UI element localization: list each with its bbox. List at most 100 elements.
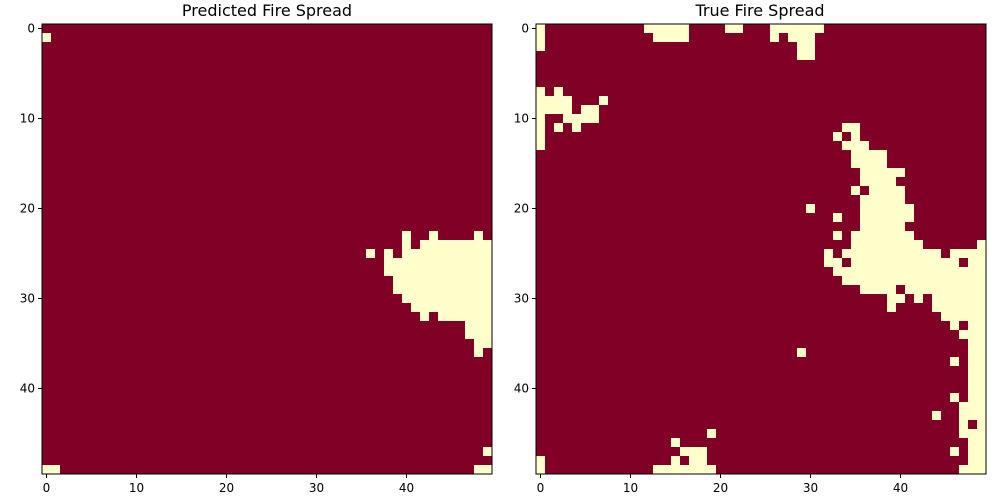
heatmap-cell [429, 267, 438, 276]
heatmap-cell [842, 249, 851, 258]
heatmap-cell [860, 150, 869, 159]
heatmap-cell [977, 420, 986, 429]
heatmap-cell [483, 330, 492, 339]
heatmap-cell [393, 276, 402, 285]
heatmap-cell [914, 294, 923, 303]
heatmap-cell [851, 267, 860, 276]
heatmap-cell [860, 285, 869, 294]
heatmap-cell [438, 303, 447, 312]
heatmap-cell [689, 447, 698, 456]
heatmap-cell [447, 267, 456, 276]
heatmap-cell [950, 312, 959, 321]
heatmap-cell [420, 303, 429, 312]
heatmap-cell [950, 447, 959, 456]
heatmap-cell [815, 24, 824, 33]
heatmap-cell [950, 258, 959, 267]
heatmap-cell [420, 249, 429, 258]
heatmap-cell [474, 330, 483, 339]
heatmap-cell [411, 249, 420, 258]
heatmap-cell [914, 249, 923, 258]
heatmap-cell [869, 231, 878, 240]
heatmap-cell [968, 402, 977, 411]
y-tick-label: 40 [20, 382, 35, 396]
heatmap-cell [465, 258, 474, 267]
heatmap-cell [959, 411, 968, 420]
heatmap-cell [653, 33, 662, 42]
true-axes-frame [535, 23, 987, 475]
heatmap-cell [932, 276, 941, 285]
heatmap-cell [833, 231, 842, 240]
predicted-heatmap-panel: Predicted Fire Spread 0 10 20 30 40 0 10 20 30 40 [20, 1, 493, 496]
heatmap-cell [905, 231, 914, 240]
heatmap-cell [860, 159, 869, 168]
heatmap-cell [438, 267, 447, 276]
heatmap-cell [662, 24, 671, 33]
heatmap-cell [393, 267, 402, 276]
heatmap-cell [572, 114, 581, 123]
heatmap-cell [851, 231, 860, 240]
heatmap-cell [860, 195, 869, 204]
heatmap-cell [402, 294, 411, 303]
heatmap-cell [483, 267, 492, 276]
heatmap-cell [869, 204, 878, 213]
true-cells [536, 24, 986, 474]
heatmap-cell [653, 24, 662, 33]
predicted-panel-title: Predicted Fire Spread [182, 1, 352, 20]
heatmap-cell [483, 285, 492, 294]
heatmap-cell [869, 177, 878, 186]
heatmap-cell [878, 240, 887, 249]
heatmap-cell [420, 276, 429, 285]
heatmap-cell [977, 321, 986, 330]
heatmap-cell [474, 312, 483, 321]
heatmap-cell [806, 204, 815, 213]
heatmap-cell [689, 456, 698, 465]
heatmap-cell [878, 186, 887, 195]
heatmap-cell [474, 267, 483, 276]
heatmap-cell [483, 339, 492, 348]
y-tick-label: 0 [27, 22, 35, 36]
heatmap-cell [878, 231, 887, 240]
heatmap-cell [465, 303, 474, 312]
heatmap-cell [797, 42, 806, 51]
heatmap-cell [536, 123, 545, 132]
heatmap-cell [968, 312, 977, 321]
heatmap-cell [869, 168, 878, 177]
heatmap-cell [680, 24, 689, 33]
heatmap-cell [707, 429, 716, 438]
heatmap-cell [402, 240, 411, 249]
heatmap-cell [429, 249, 438, 258]
heatmap-cell [950, 249, 959, 258]
heatmap-cell [878, 276, 887, 285]
heatmap-cell [932, 294, 941, 303]
heatmap-cell [932, 303, 941, 312]
heatmap-cell [429, 276, 438, 285]
heatmap-cell [896, 267, 905, 276]
heatmap-cell [851, 132, 860, 141]
heatmap-cell [536, 42, 545, 51]
heatmap-cell [878, 249, 887, 258]
heatmap-cell [905, 258, 914, 267]
x-tick-label: 10 [129, 481, 144, 495]
heatmap-cell [968, 357, 977, 366]
heatmap-cell [968, 339, 977, 348]
heatmap-cell [411, 267, 420, 276]
heatmap-cell [474, 339, 483, 348]
heatmap-cell [429, 231, 438, 240]
heatmap-cell [887, 285, 896, 294]
y-tick-label: 20 [514, 202, 529, 216]
heatmap-cell [959, 294, 968, 303]
heatmap-cell [483, 240, 492, 249]
heatmap-cell [420, 240, 429, 249]
heatmap-cell [851, 150, 860, 159]
heatmap-cell [878, 159, 887, 168]
heatmap-cell [860, 222, 869, 231]
heatmap-cell [483, 465, 492, 474]
heatmap-cell [590, 105, 599, 114]
heatmap-cell [977, 249, 986, 258]
heatmap-cell [788, 33, 797, 42]
heatmap-cell [851, 276, 860, 285]
heatmap-cell [896, 195, 905, 204]
heatmap-cell [536, 132, 545, 141]
predicted-axis-ticks: 0 10 20 30 40 0 10 20 30 40 [20, 22, 414, 496]
